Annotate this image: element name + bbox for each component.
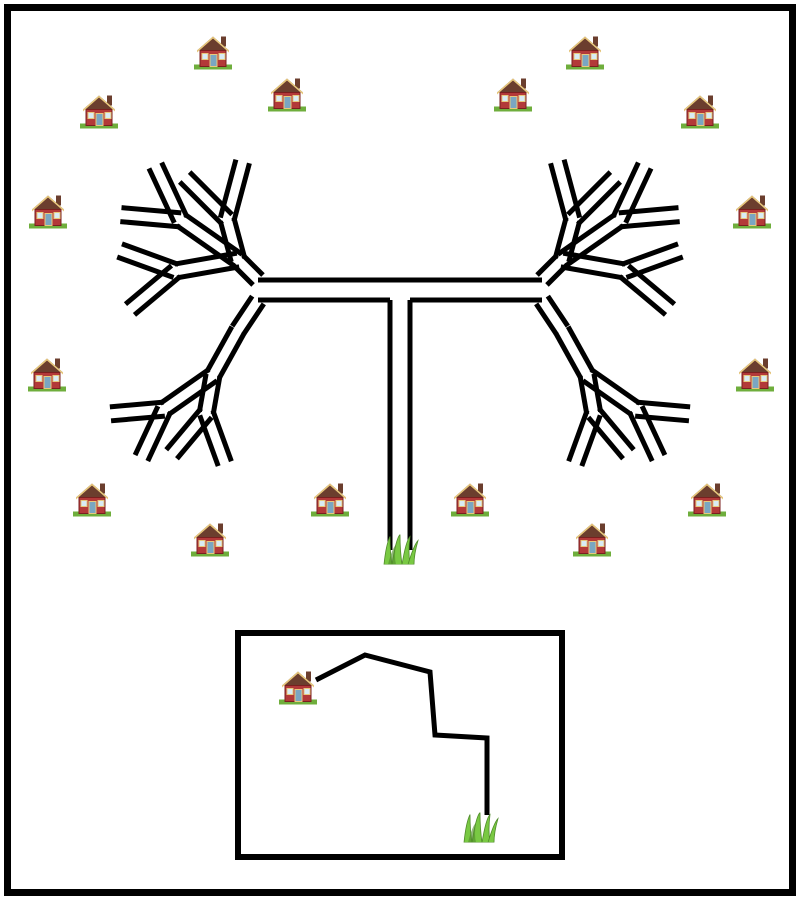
house-icon xyxy=(188,518,232,563)
house-icon xyxy=(685,478,729,523)
house-icon xyxy=(308,478,352,523)
house-icon xyxy=(77,90,121,135)
inset-house-icon xyxy=(276,666,320,711)
house-icon xyxy=(570,518,614,563)
house-icon xyxy=(733,353,777,398)
inset-grass-icon xyxy=(460,813,500,848)
house-icon xyxy=(265,73,309,118)
grass-start-icon xyxy=(380,535,420,570)
house-icon xyxy=(730,190,774,235)
house-icon xyxy=(563,31,607,76)
inset-frame xyxy=(235,630,565,860)
house-icon xyxy=(25,353,69,398)
diagram-canvas xyxy=(0,0,800,900)
house-icon xyxy=(191,31,235,76)
house-icon xyxy=(70,478,114,523)
house-icon xyxy=(448,478,492,523)
house-icon xyxy=(491,73,535,118)
house-icon xyxy=(26,190,70,235)
house-icon xyxy=(678,90,722,135)
